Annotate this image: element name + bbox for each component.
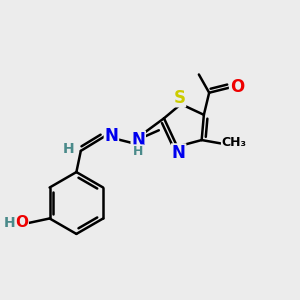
Text: S: S <box>173 88 185 106</box>
Text: N: N <box>131 131 145 149</box>
Text: N: N <box>104 127 118 145</box>
Text: O: O <box>230 78 244 96</box>
Text: CH₃: CH₃ <box>222 136 247 149</box>
Text: H: H <box>63 142 74 156</box>
Text: N: N <box>172 144 186 162</box>
Text: H: H <box>133 145 143 158</box>
Text: O: O <box>15 215 28 230</box>
Text: H: H <box>4 217 16 230</box>
